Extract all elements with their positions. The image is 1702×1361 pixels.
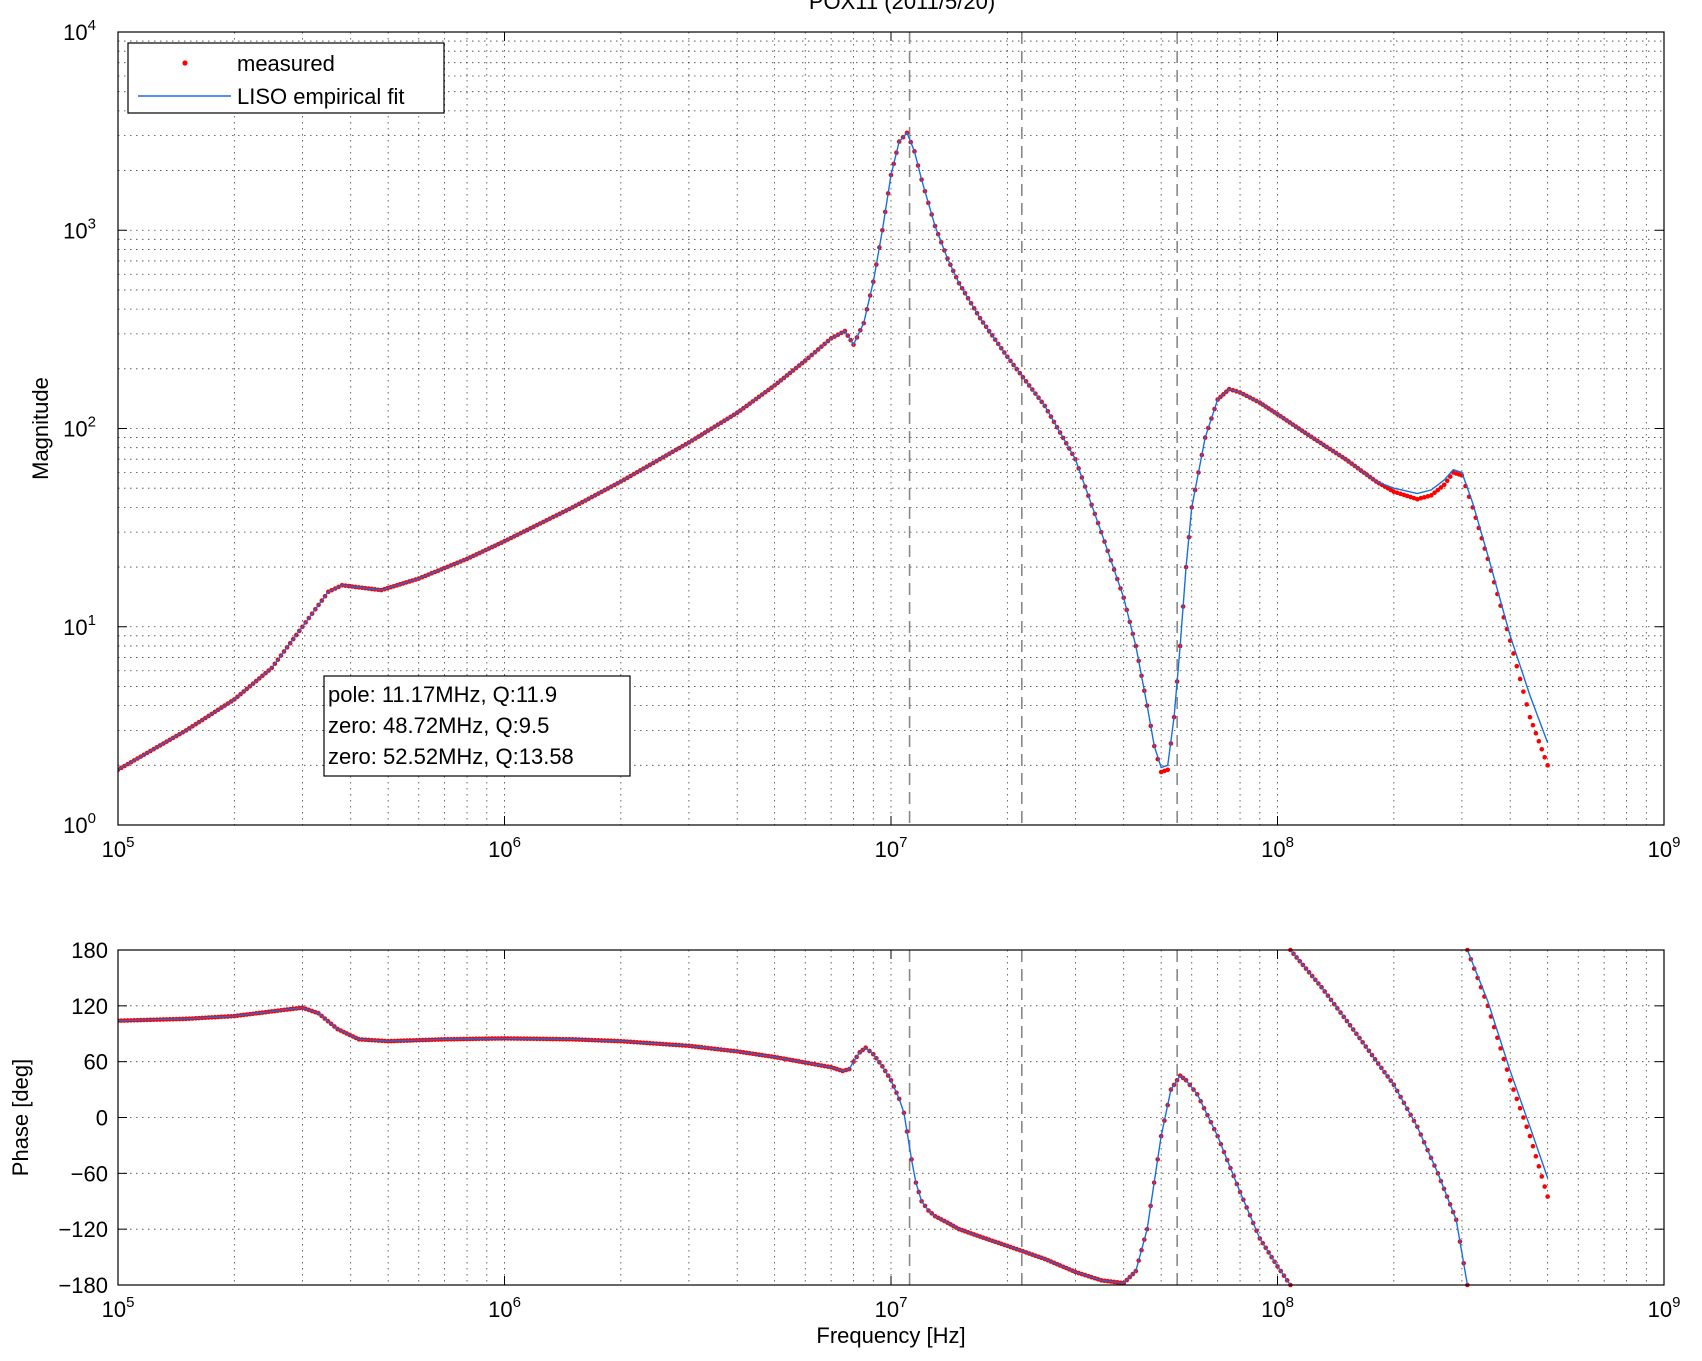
measured-point xyxy=(1511,1087,1516,1092)
measured-point xyxy=(1545,1194,1550,1199)
measured-point xyxy=(1422,494,1427,500)
measured-point xyxy=(1530,722,1536,728)
measured-point xyxy=(1517,676,1523,682)
measured-point xyxy=(1425,494,1431,499)
measured-point xyxy=(1498,1046,1503,1051)
annotation-line: zero: 52.52MHz, Q:13.58 xyxy=(328,744,574,769)
x-tick-label: 105 xyxy=(102,834,135,862)
chart-title: POX11 (2011/5/20) xyxy=(809,0,995,14)
measured-point xyxy=(1542,1184,1547,1189)
series-fit xyxy=(118,949,1549,1286)
plot-area xyxy=(118,130,1550,775)
measured-point xyxy=(1527,1133,1533,1139)
x-tick-label: 108 xyxy=(1261,834,1294,862)
y-tick-label: −120 xyxy=(58,1217,108,1242)
y-axis-label: Phase [deg] xyxy=(8,1059,33,1176)
legend: measured LISO empirical fit xyxy=(127,42,445,114)
measured-point xyxy=(1418,495,1424,501)
y-tick-label: 0 xyxy=(96,1106,108,1131)
measured-point xyxy=(1539,746,1545,752)
measured-point xyxy=(1444,478,1450,484)
x-tick-label: 105 xyxy=(102,1294,135,1322)
x-tick-label: 106 xyxy=(488,1294,521,1322)
legend-label: measured xyxy=(237,51,335,76)
measured-point xyxy=(1432,490,1437,496)
measured-point xyxy=(1530,1143,1536,1149)
x-tick-label: 107 xyxy=(875,1294,908,1322)
x-tick-label: 109 xyxy=(1648,1294,1681,1322)
measured-point xyxy=(1501,1056,1507,1062)
x-tick-label: 107 xyxy=(875,834,908,862)
measured-point xyxy=(1524,702,1529,707)
legend-box xyxy=(127,42,445,114)
y-tick-label: 102 xyxy=(63,414,96,442)
measured-point xyxy=(1536,1164,1542,1169)
measured-point xyxy=(1504,1067,1510,1072)
measured-point xyxy=(1521,689,1526,694)
measured-point xyxy=(1542,754,1547,760)
measured-point xyxy=(1415,496,1420,502)
annotation-box xyxy=(323,675,631,777)
x-axis-label: Frequency [Hz] xyxy=(816,1323,965,1348)
y-tick-label: 180 xyxy=(71,938,108,963)
fit-line xyxy=(118,131,1549,771)
y-axis-label: Magnitude xyxy=(28,377,53,480)
measured-point xyxy=(1514,663,1520,669)
plot-area xyxy=(118,947,1550,1288)
fit-line xyxy=(1466,949,1549,1179)
measured-point xyxy=(1435,487,1441,493)
measured-point xyxy=(1533,1153,1539,1159)
annotation-line: zero: 48.72MHz, Q:9.5 xyxy=(328,713,549,738)
fit-line xyxy=(1289,949,1469,1286)
measured-point xyxy=(1517,1105,1523,1111)
measured-point xyxy=(1536,738,1542,744)
fit-parameters-annotation: pole: 11.17MHz, Q:11.9 zero: 48.72MHz, Q:… xyxy=(323,675,631,777)
measured-point xyxy=(1545,763,1550,768)
legend-marker-measured xyxy=(182,60,188,66)
y-tick-label: 60 xyxy=(84,1050,108,1075)
measured-point xyxy=(1527,714,1533,720)
measured-point xyxy=(1533,730,1539,736)
measured-point xyxy=(1511,651,1516,656)
measured-point xyxy=(1514,1096,1520,1102)
y-tick-label: −180 xyxy=(58,1273,108,1298)
annotation-line: pole: 11.17MHz, Q:11.9 xyxy=(328,682,557,707)
magnitude-panel: 105 106 107 108 109 100 101 102 103 104 Magnitude m… xyxy=(28,17,1680,862)
measured-point xyxy=(1165,767,1171,773)
measured-point xyxy=(1507,1077,1513,1083)
measured-point xyxy=(1429,493,1434,498)
x-tick-label: 109 xyxy=(1648,834,1681,862)
measured-point xyxy=(1521,1115,1526,1120)
measured-point xyxy=(1539,1174,1545,1179)
measured-point xyxy=(1438,485,1444,490)
phase-panel: 105 106 107 108 109 180 120 60 0 −60 −120 −180 Phase… xyxy=(8,938,1680,1348)
measured-point xyxy=(1524,1124,1529,1130)
y-tick-label: 104 xyxy=(63,17,96,45)
series-fit xyxy=(118,131,1549,771)
y-tick-label: 100 xyxy=(63,810,96,838)
measured-point xyxy=(1441,482,1447,488)
x-tick-label: 108 xyxy=(1261,1294,1294,1322)
x-tick-label: 106 xyxy=(488,834,521,862)
legend-label: LISO empirical fit xyxy=(237,84,405,109)
fit-line xyxy=(118,1006,1291,1286)
y-tick-label: −60 xyxy=(71,1161,108,1186)
y-tick-label: 101 xyxy=(63,612,96,640)
y-tick-label: 120 xyxy=(71,994,108,1019)
grid xyxy=(118,32,1664,825)
y-tick-label: 103 xyxy=(63,215,96,243)
